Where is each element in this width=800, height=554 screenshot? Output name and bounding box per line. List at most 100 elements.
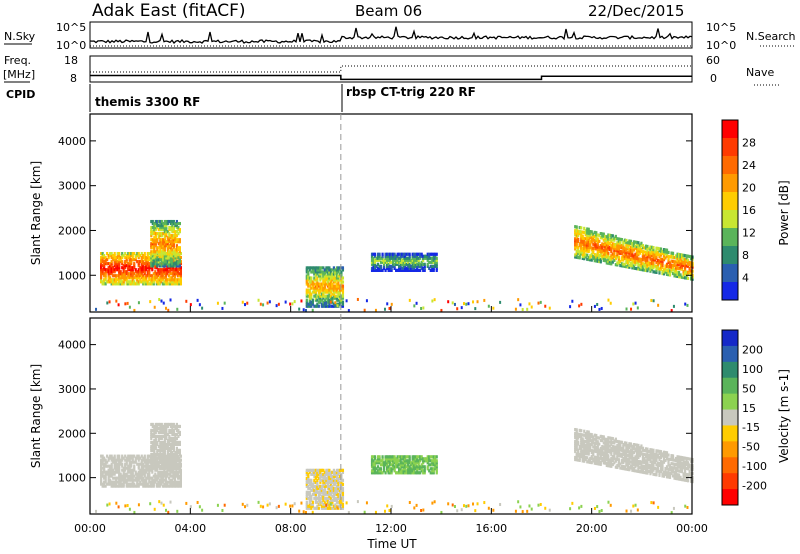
power-echo-cell (122, 270, 125, 274)
velocity-echo-cell (644, 469, 648, 473)
power-echo-cell (647, 261, 651, 265)
power-echo-cell (308, 276, 311, 280)
velocity-echo-cell (112, 468, 115, 472)
power-echo-cell (370, 262, 374, 266)
velocity-echo-cell (590, 457, 593, 461)
power-echo-cell (614, 246, 617, 251)
power-echo-cell (578, 244, 581, 248)
power-echo-cell (118, 266, 121, 270)
velocity-echo-cell (149, 476, 152, 480)
velocity-echo-cell (155, 468, 158, 472)
power-echo-cell (575, 233, 578, 237)
power-echo-cell (160, 272, 163, 276)
velocity-echo-cell (635, 453, 639, 457)
power-echo-cell (136, 260, 139, 264)
power-echo-cell (163, 226, 166, 230)
power-echo-cell (638, 245, 642, 249)
velocity-echo-cell (160, 472, 163, 476)
velocity-echo-cell (340, 486, 343, 490)
velocity-echo-cell (174, 460, 177, 464)
velocity-echo-cell (649, 452, 652, 456)
velocity-echo-cell (580, 441, 583, 445)
power-echo-cell (611, 242, 614, 246)
velocity-echo-cell (124, 472, 127, 476)
velocity-echo-cell (402, 465, 405, 469)
power-echo-cell (616, 245, 619, 249)
power-echo-cell (340, 296, 343, 300)
velocity-echo-cell (649, 466, 652, 470)
power-echo-cell (140, 251, 143, 256)
velocity-echo-cell (136, 456, 139, 460)
velocity-echo-cell (103, 474, 106, 478)
velocity-echo-cell (157, 444, 160, 449)
velocity-echo-cell (162, 456, 165, 460)
velocity-echo-cell (656, 463, 660, 467)
power-echo-cell (584, 229, 587, 233)
velocity-echo-cell (328, 476, 331, 480)
velocity-echo-cell (668, 475, 672, 479)
velocity-echo-cell (125, 460, 128, 464)
power-echo-cell (628, 249, 631, 253)
power-echo-cell (104, 276, 107, 280)
power-echo-cell (599, 248, 602, 252)
power-echo-cell (416, 252, 419, 256)
power-echo-cell (652, 250, 655, 254)
power-echo-cell (388, 256, 392, 260)
power-echo-cell (101, 282, 104, 286)
power-echo-cell (171, 244, 174, 248)
velocity-echo-cell (118, 478, 121, 482)
power-echo-cell (665, 272, 669, 276)
power-echo-cell (334, 276, 337, 280)
velocity-echo-cell (130, 464, 133, 468)
power-echo-cell (113, 278, 116, 282)
velocity-echo-cell (396, 463, 399, 467)
power-echo-cell (631, 258, 634, 262)
power-echo-cell (646, 244, 649, 249)
power-echo-cell (310, 300, 313, 304)
velocity-echo-cell (130, 456, 133, 460)
velocity-echo-cell (133, 466, 136, 470)
power-echo-cell (616, 263, 619, 267)
power-echo-cell (323, 276, 326, 280)
velocity-echo-cell (161, 472, 164, 476)
velocity-echo-cell (173, 482, 176, 486)
power-echo-cell (326, 296, 329, 300)
power-echo-cell (140, 260, 143, 264)
velocity-echo-cell (177, 466, 180, 470)
velocity-echo-cell (578, 454, 581, 458)
velocity-echo-cell (169, 446, 172, 451)
power-echo-cell (317, 304, 320, 308)
power-echo-cell (619, 251, 622, 256)
power-echo-cell (644, 266, 648, 270)
velocity-echo-cell (575, 432, 578, 436)
velocity-echo-cell (341, 482, 345, 486)
power-echo-cell (140, 268, 143, 272)
velocity-echo-cell (314, 490, 317, 494)
power-echo-cell (160, 244, 163, 248)
velocity-echo-cell (662, 470, 666, 474)
power-echo-cell (602, 238, 605, 242)
power-echo-cell (319, 266, 322, 270)
power-echo-cell (172, 274, 175, 278)
power-echo-cell (593, 259, 596, 263)
power-echo-cell (146, 264, 149, 268)
velocity-echo-cell (130, 468, 133, 472)
power-echo-cell (413, 266, 416, 270)
velocity-echo-cell (601, 447, 604, 451)
velocity-echo-cell (577, 452, 580, 456)
velocity-echo-cell (139, 470, 142, 474)
power-echo-cell (595, 253, 598, 257)
power-echo-cell (616, 241, 619, 245)
power-echo-cell (341, 284, 345, 288)
power-echo-cell (416, 258, 419, 262)
power-echo-cell (326, 298, 329, 302)
velocity-echo-cell (577, 454, 580, 458)
power-echo-cell (143, 262, 146, 266)
power-echo-cell (112, 256, 115, 260)
velocity-echo-cell (373, 467, 377, 471)
power-echo-cell (413, 254, 416, 258)
velocity-echo-cell (116, 456, 119, 460)
power-echo-cell (140, 266, 143, 270)
power-echo-cell (632, 242, 636, 246)
power-echo-cell (178, 238, 181, 242)
